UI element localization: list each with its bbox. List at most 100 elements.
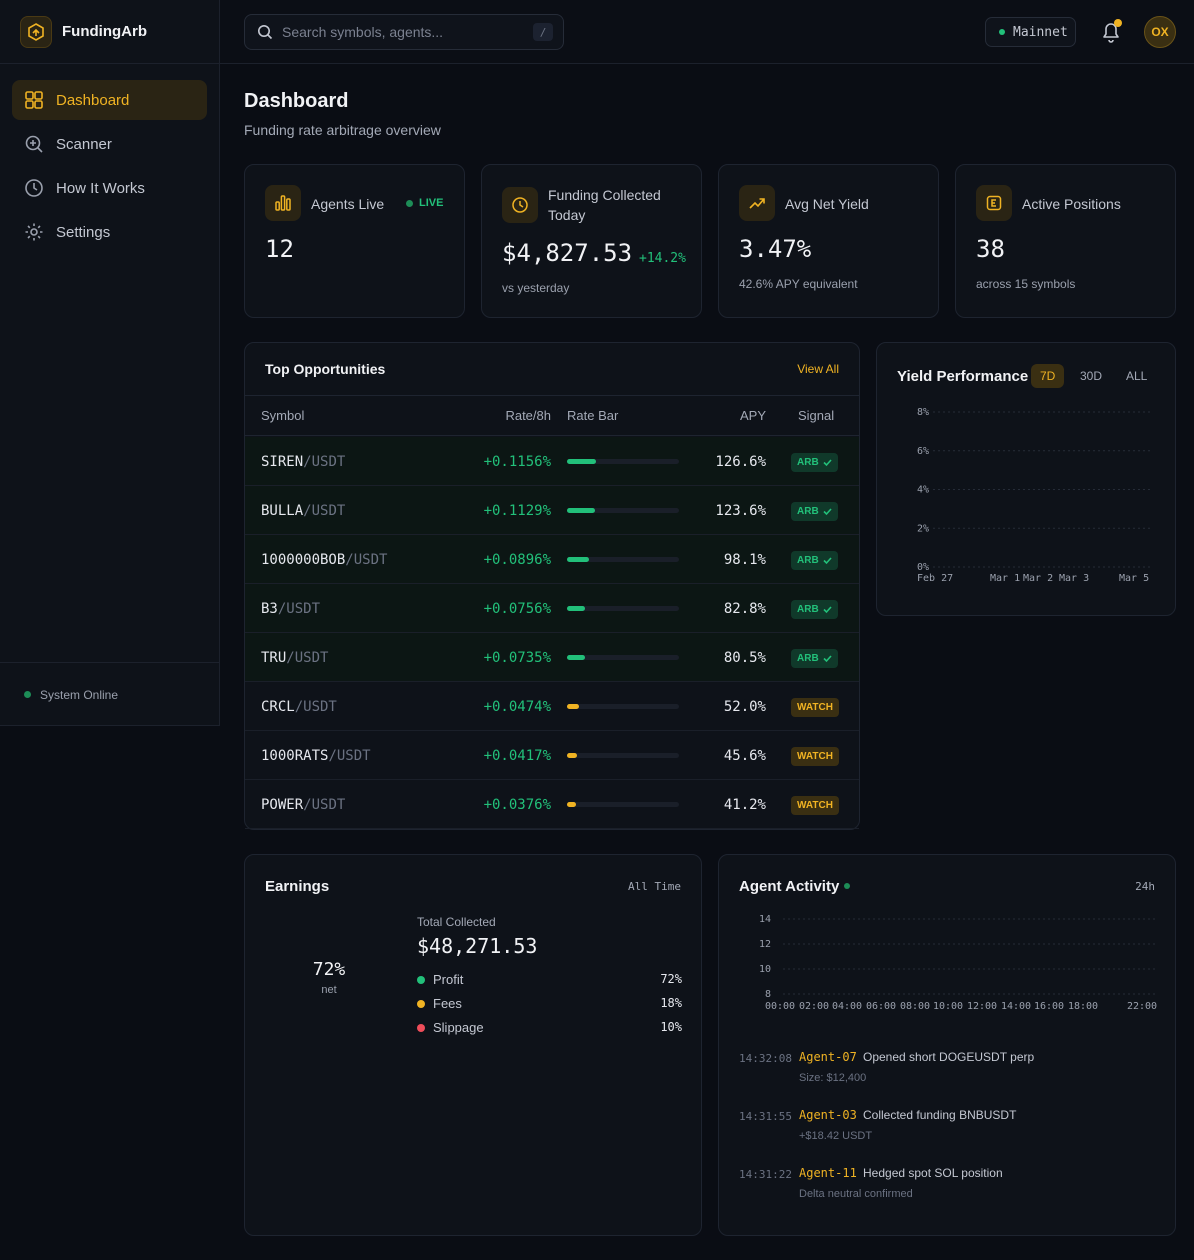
table-row[interactable]: SIREN/USDT +0.1156% 126.6% ARB bbox=[245, 437, 859, 486]
legend-value: 10% bbox=[660, 1020, 682, 1034]
range-tab-30d[interactable]: 30D bbox=[1080, 369, 1103, 383]
bell-icon[interactable] bbox=[1100, 20, 1122, 44]
table-row[interactable]: TRU/USDT +0.0735% 80.5% ARB bbox=[245, 633, 859, 682]
network-selector[interactable]: Mainnet bbox=[985, 17, 1076, 47]
table-row[interactable]: CRCL/USDT +0.0474% 52.0% WATCH bbox=[245, 682, 859, 731]
table-row[interactable]: 1000RATS/USDT +0.0417% 45.6% WATCH bbox=[245, 731, 859, 780]
search-icon bbox=[258, 25, 273, 40]
search-box[interactable]: / bbox=[244, 14, 564, 50]
apy-cell: 41.2% bbox=[723, 797, 766, 813]
symbol-base: CRCL bbox=[261, 699, 295, 715]
signal-label: WATCH bbox=[797, 751, 833, 762]
activity-range[interactable]: 24h bbox=[1135, 880, 1155, 893]
signal-label: ARB bbox=[797, 506, 819, 517]
earnings-center-value: 72% bbox=[312, 959, 346, 980]
symbol-base: 1000000BOB bbox=[261, 552, 346, 568]
activity-time: 14:32:08 bbox=[739, 1052, 792, 1065]
stat-label: Funding Collected Today bbox=[548, 187, 661, 223]
stat-sub: across 15 symbols bbox=[976, 277, 1076, 291]
sidebar-item-label: Scanner bbox=[56, 135, 112, 153]
column-header-symbol[interactable]: Symbol bbox=[261, 408, 305, 423]
y-tick-label: 8 bbox=[765, 989, 771, 1000]
range-tab-7d[interactable]: 7D bbox=[1031, 364, 1065, 388]
check-icon bbox=[823, 655, 832, 663]
rate-bar bbox=[567, 459, 679, 464]
column-header-signal: Signal bbox=[798, 408, 835, 423]
symbol-cell: 1000000BOB/USDT bbox=[261, 552, 387, 568]
signal-badge: ARB bbox=[791, 600, 838, 619]
avatar[interactable]: OX bbox=[1144, 16, 1176, 48]
activity-agent[interactable]: Agent-11 bbox=[799, 1166, 857, 1180]
top-bar: / Mainnet OX bbox=[220, 0, 1194, 64]
sidebar-item-scanner[interactable]: Scanner bbox=[12, 124, 207, 164]
stat-delta: +14.2% bbox=[639, 251, 686, 266]
activity-agent[interactable]: Agent-03 bbox=[799, 1108, 857, 1122]
brand[interactable]: FundingArb bbox=[0, 0, 219, 64]
apy-cell: 80.5% bbox=[723, 650, 766, 666]
table-row[interactable]: 1000000BOB/USDT +0.0896% 98.1% ARB bbox=[245, 535, 859, 584]
y-tick-label: 10 bbox=[759, 964, 771, 975]
activity-item[interactable]: 14:31:55 Agent-03 Collected funding BNBUSD… bbox=[739, 1107, 1159, 1147]
stat-card-funding: Funding Collected Today $4,827.53 +14.2%… bbox=[481, 164, 702, 318]
x-tick-label: Mar 2 bbox=[1023, 573, 1053, 584]
gear-icon bbox=[25, 223, 43, 241]
column-header-rate[interactable]: Rate/8h bbox=[505, 408, 551, 423]
sidebar-item-settings[interactable]: Settings bbox=[12, 212, 207, 252]
stat-label: Active Positions bbox=[1022, 196, 1121, 212]
x-tick-label: 16:00 bbox=[1034, 1001, 1064, 1012]
x-tick-label: 10:00 bbox=[933, 1001, 963, 1012]
stat-card-positions: Active Positions 38 across 15 symbols bbox=[955, 164, 1176, 318]
activity-detail: Size: $12,400 bbox=[799, 1072, 867, 1084]
signal-badge: ARB bbox=[791, 551, 838, 570]
system-status: System Online bbox=[0, 662, 219, 726]
table-header: Symbol Rate/8h Rate Bar APY Signal bbox=[245, 395, 859, 436]
x-tick-label: 14:00 bbox=[1001, 1001, 1031, 1012]
check-icon bbox=[823, 459, 832, 467]
view-all-link[interactable]: View All bbox=[797, 362, 839, 376]
search-shortcut-key: / bbox=[533, 23, 553, 41]
x-tick-label: Mar 3 bbox=[1059, 573, 1089, 584]
activity-agent[interactable]: Agent-07 bbox=[799, 1050, 857, 1064]
live-badge-label: LIVE bbox=[419, 197, 444, 209]
y-tick-label: 12 bbox=[759, 939, 771, 950]
signal-badge: ARB bbox=[791, 453, 838, 472]
rate-bar bbox=[567, 655, 679, 660]
rate-bar-fill bbox=[567, 557, 590, 562]
activity-item[interactable]: 14:31:22 Agent-11 Hedged spot SOL position… bbox=[739, 1165, 1159, 1205]
activity-message: Hedged spot SOL position bbox=[863, 1166, 1003, 1180]
symbol-quote: /USDT bbox=[303, 454, 346, 470]
legend-dot-icon bbox=[417, 1000, 425, 1008]
legend-dot-icon bbox=[417, 976, 425, 984]
rate-bar-fill bbox=[567, 802, 576, 807]
activity-detail: +$18.42 USDT bbox=[799, 1130, 873, 1142]
apy-cell: 82.8% bbox=[723, 601, 766, 617]
sidebar-item-dashboard[interactable]: Dashboard bbox=[12, 80, 207, 120]
symbol-quote: /USDT bbox=[328, 748, 371, 764]
total-collected-value: $48,271.53 bbox=[417, 934, 538, 958]
x-tick-label: Feb 27 bbox=[917, 573, 953, 584]
stat-value: 38 bbox=[976, 235, 1005, 263]
range-tab-all[interactable]: ALL bbox=[1126, 369, 1148, 383]
symbol-cell: TRU/USDT bbox=[261, 650, 328, 666]
earnings-range[interactable]: All Time bbox=[628, 880, 681, 893]
search-input[interactable] bbox=[282, 24, 533, 40]
activity-chart: 14 12 10 800:00 02:00 04:00 06:00 08:00 10:00 12:… bbox=[759, 914, 1157, 1012]
rate-cell: +0.0756% bbox=[483, 601, 551, 617]
activity-item[interactable]: 14:32:08 Agent-07 Opened short DOGEUSDT pe… bbox=[739, 1049, 1159, 1089]
symbol-cell: BULLA/USDT bbox=[261, 503, 345, 519]
legend-name: Fees bbox=[433, 996, 462, 1011]
table-row[interactable]: B3/USDT +0.0756% 82.8% ARB bbox=[245, 584, 859, 633]
symbol-base: SIREN bbox=[261, 454, 304, 470]
rate-cell: +0.0474% bbox=[483, 699, 551, 715]
table-row[interactable]: POWER/USDT +0.0376% 41.2% WATCH bbox=[245, 780, 859, 829]
column-header-apy[interactable]: APY bbox=[739, 408, 766, 423]
check-icon bbox=[823, 557, 832, 565]
card-title: Earnings bbox=[265, 878, 330, 895]
table-row[interactable]: BULLA/USDT +0.1129% 123.6% ARB bbox=[245, 486, 859, 535]
sidebar-item-how-it-works[interactable]: How It Works bbox=[12, 168, 207, 208]
symbol-quote: /USDT bbox=[345, 552, 388, 568]
symbol-cell: SIREN/USDT bbox=[261, 454, 345, 470]
symbol-base: POWER bbox=[261, 797, 304, 813]
symbol-base: B3 bbox=[261, 601, 278, 617]
symbol-quote: /USDT bbox=[303, 797, 346, 813]
